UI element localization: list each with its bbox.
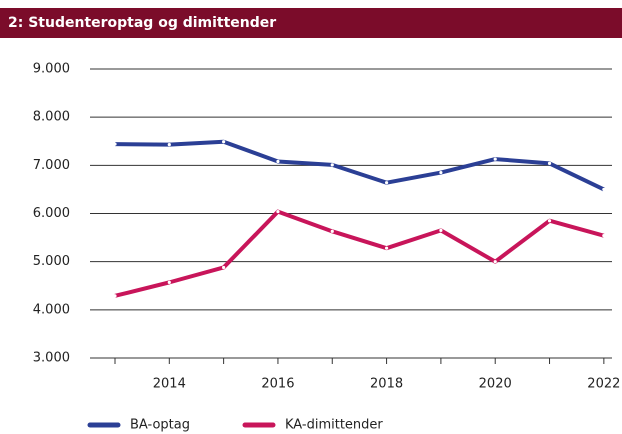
series-line — [114, 209, 605, 298]
y-tick-label: 6.000 — [33, 206, 70, 221]
title-bar — [0, 8, 622, 38]
x-tick-label: 2014 — [153, 377, 186, 392]
data-point — [222, 140, 226, 144]
data-point — [113, 294, 117, 298]
legend-label: BA-optag — [130, 418, 190, 433]
series-line — [114, 139, 605, 192]
chart-title: 2: Studenteroptag og dimittender — [8, 15, 276, 31]
data-point — [439, 228, 443, 232]
x-tick-label: 2016 — [261, 377, 294, 392]
data-point — [602, 187, 606, 192]
data-point — [493, 260, 497, 264]
data-point — [547, 161, 552, 166]
x-tick-label: 2018 — [370, 377, 403, 392]
y-tick-label: 5.000 — [33, 254, 70, 269]
data-point — [113, 142, 117, 146]
y-tick-label: 9.000 — [33, 62, 70, 77]
data-point — [330, 229, 334, 233]
legend-label: KA-dimittender — [285, 418, 383, 433]
data-point — [330, 163, 334, 167]
y-tick-label: 8.000 — [33, 110, 70, 125]
data-point — [547, 219, 552, 223]
data-point — [276, 209, 280, 214]
data-point — [439, 170, 443, 175]
x-tick-label: 2022 — [587, 377, 620, 392]
data-point — [167, 143, 171, 147]
x-tick-label: 2020 — [479, 377, 512, 392]
y-tick-label: 7.000 — [33, 158, 70, 173]
y-tick-label: 3.000 — [33, 351, 70, 366]
data-point — [493, 157, 497, 161]
data-point — [222, 265, 226, 270]
y-tick-label: 4.000 — [33, 302, 70, 317]
data-point — [602, 234, 606, 238]
data-point — [384, 246, 389, 250]
data-point — [167, 280, 171, 284]
data-point — [384, 181, 389, 185]
data-point — [276, 159, 280, 164]
